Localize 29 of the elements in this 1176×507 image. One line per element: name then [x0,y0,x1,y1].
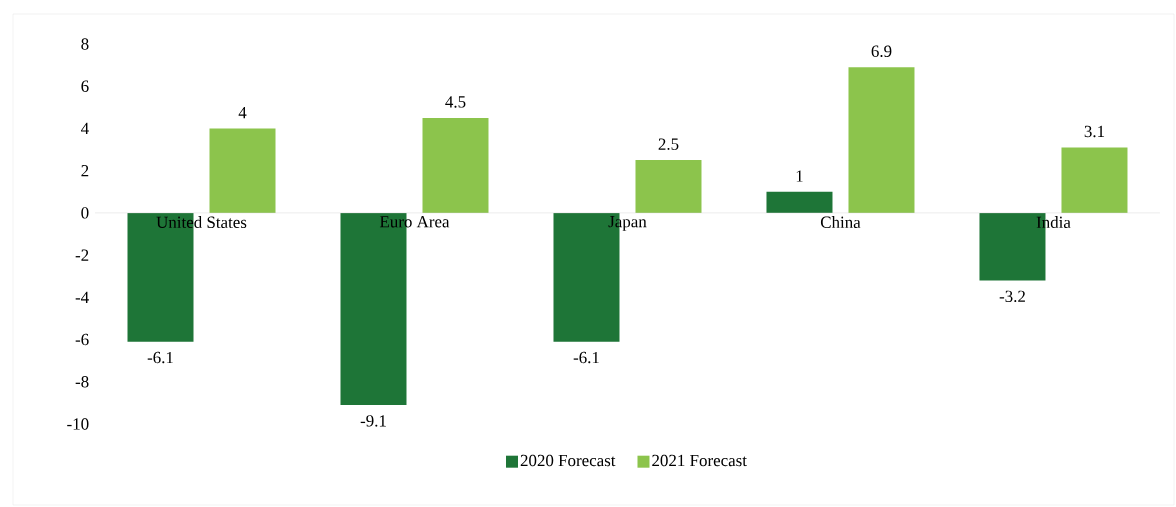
data-label: 2.5 [658,138,679,150]
data-label: 3.1 [1084,125,1105,138]
data-label: 1 [796,170,803,182]
data-label: 4.5 [445,96,466,108]
bar [209,128,276,213]
data-label: 4 [238,107,247,119]
data-label: -9.1 [360,415,386,427]
x-tick-label: China [820,216,861,229]
y-tick-label: -4 [75,291,89,303]
y-tick-label: -8 [75,376,89,388]
bar [848,67,915,213]
y-tick-label: 6 [81,80,89,92]
bar [635,160,702,213]
legend-label: 2021 Forecast [652,454,747,467]
legend-label: 2020 Forecast [520,454,616,467]
y-tick-label: 0 [81,207,89,219]
data-label: -6.1 [573,351,599,364]
y-tick-label: -10 [67,418,89,430]
bar [766,191,833,213]
y-tick-label: -2 [75,249,89,261]
y-tick-label: 8 [81,38,89,50]
y-tick-label: 4 [81,122,89,135]
data-label: 6.9 [871,45,892,58]
data-label: -6.1 [147,351,173,364]
data-label: -3.2 [999,290,1025,303]
y-tick-label: -6 [75,333,89,346]
y-tick-label: 2 [81,165,89,177]
bar [422,117,489,213]
bar [1061,147,1128,213]
